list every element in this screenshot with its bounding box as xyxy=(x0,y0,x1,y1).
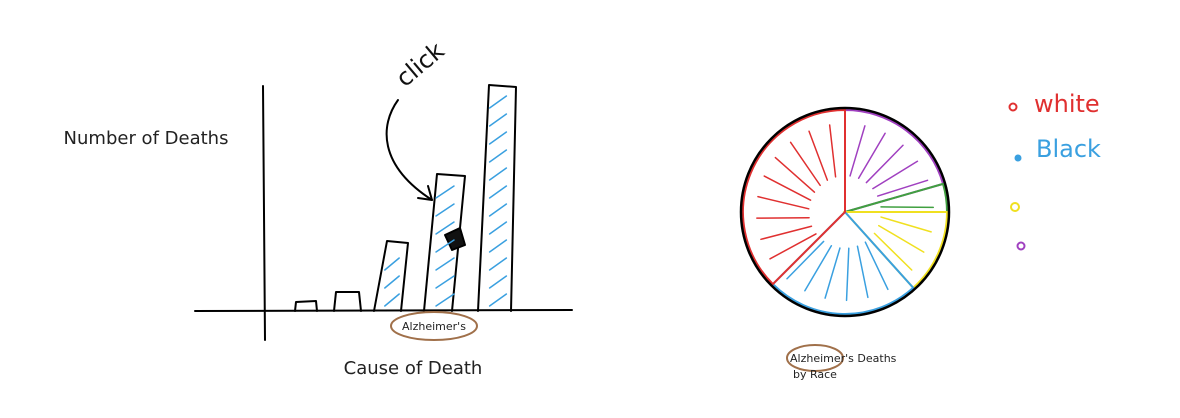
hatch xyxy=(384,257,400,271)
bar xyxy=(333,291,362,312)
legend-text: Black xyxy=(1036,135,1101,163)
hatch xyxy=(384,275,400,289)
y-axis-label: Number of Deaths xyxy=(64,128,229,149)
pie-sketch xyxy=(739,106,951,318)
legend-dot xyxy=(1014,154,1022,162)
hatch xyxy=(865,144,904,184)
pie-slice xyxy=(842,211,949,290)
bar xyxy=(477,84,517,312)
hatch xyxy=(488,113,508,127)
hatch xyxy=(857,132,886,180)
hatch xyxy=(435,293,455,307)
bar xyxy=(373,240,409,312)
hatch xyxy=(828,124,837,178)
hatch xyxy=(789,141,821,187)
highlight xyxy=(390,311,478,341)
hatch xyxy=(435,185,455,199)
hatch xyxy=(845,247,850,302)
hatch xyxy=(824,247,841,299)
legend-dot xyxy=(1010,202,1020,212)
hatch xyxy=(435,221,455,235)
hatch xyxy=(808,130,829,181)
hatch xyxy=(804,244,833,292)
hatch xyxy=(876,179,929,197)
bar xyxy=(294,300,318,312)
hatch xyxy=(488,185,508,199)
legend-dot xyxy=(1016,241,1026,251)
category-label[interactable]: Alzheimer's xyxy=(402,320,466,333)
hatch xyxy=(488,239,508,253)
hatch xyxy=(488,149,508,163)
hatch xyxy=(769,233,817,260)
legend-text: white xyxy=(1034,90,1100,118)
hatch xyxy=(488,167,508,181)
hatch xyxy=(488,275,508,289)
pie-title-line: Alzheimer's Deaths xyxy=(790,352,897,365)
highlight xyxy=(786,344,844,372)
x-axis xyxy=(194,309,573,312)
pie-slice xyxy=(742,108,846,286)
hatch xyxy=(872,160,919,190)
hatch xyxy=(774,156,816,193)
hatch xyxy=(757,195,810,210)
hatch xyxy=(864,241,889,291)
hatch xyxy=(488,293,508,307)
x-axis-label: Cause of Death xyxy=(344,358,483,379)
hatch xyxy=(877,224,925,253)
arrow-head xyxy=(417,185,433,201)
hatch xyxy=(435,239,455,253)
pie-title: Alzheimer's Deaths by Race xyxy=(786,344,897,381)
hatch xyxy=(488,203,508,217)
hatch xyxy=(384,293,400,307)
hatch xyxy=(880,216,932,233)
pie-slice xyxy=(844,108,945,214)
hatch xyxy=(873,232,913,271)
y-axis xyxy=(262,85,266,341)
hatch xyxy=(435,257,455,271)
annotation: click xyxy=(391,37,450,93)
arrow xyxy=(385,99,433,201)
pie-slice xyxy=(771,210,915,315)
cursor xyxy=(444,227,466,251)
hatch xyxy=(435,275,455,289)
hatch xyxy=(856,245,869,299)
hatch xyxy=(488,95,508,109)
hatch xyxy=(763,175,812,201)
hatch xyxy=(488,257,508,271)
hatch xyxy=(435,203,455,217)
hatch xyxy=(760,225,813,241)
pie-outline xyxy=(739,106,951,318)
bar-sketch: click Number of Deaths Alzheimer's Cause… xyxy=(64,37,573,379)
hatch xyxy=(488,131,508,145)
pie-title-line: by Race xyxy=(793,368,837,381)
legend-dot xyxy=(1008,102,1018,112)
hatch xyxy=(849,125,866,177)
legend: white Black xyxy=(1008,90,1101,251)
hatch xyxy=(488,221,508,235)
hatch xyxy=(786,240,825,280)
